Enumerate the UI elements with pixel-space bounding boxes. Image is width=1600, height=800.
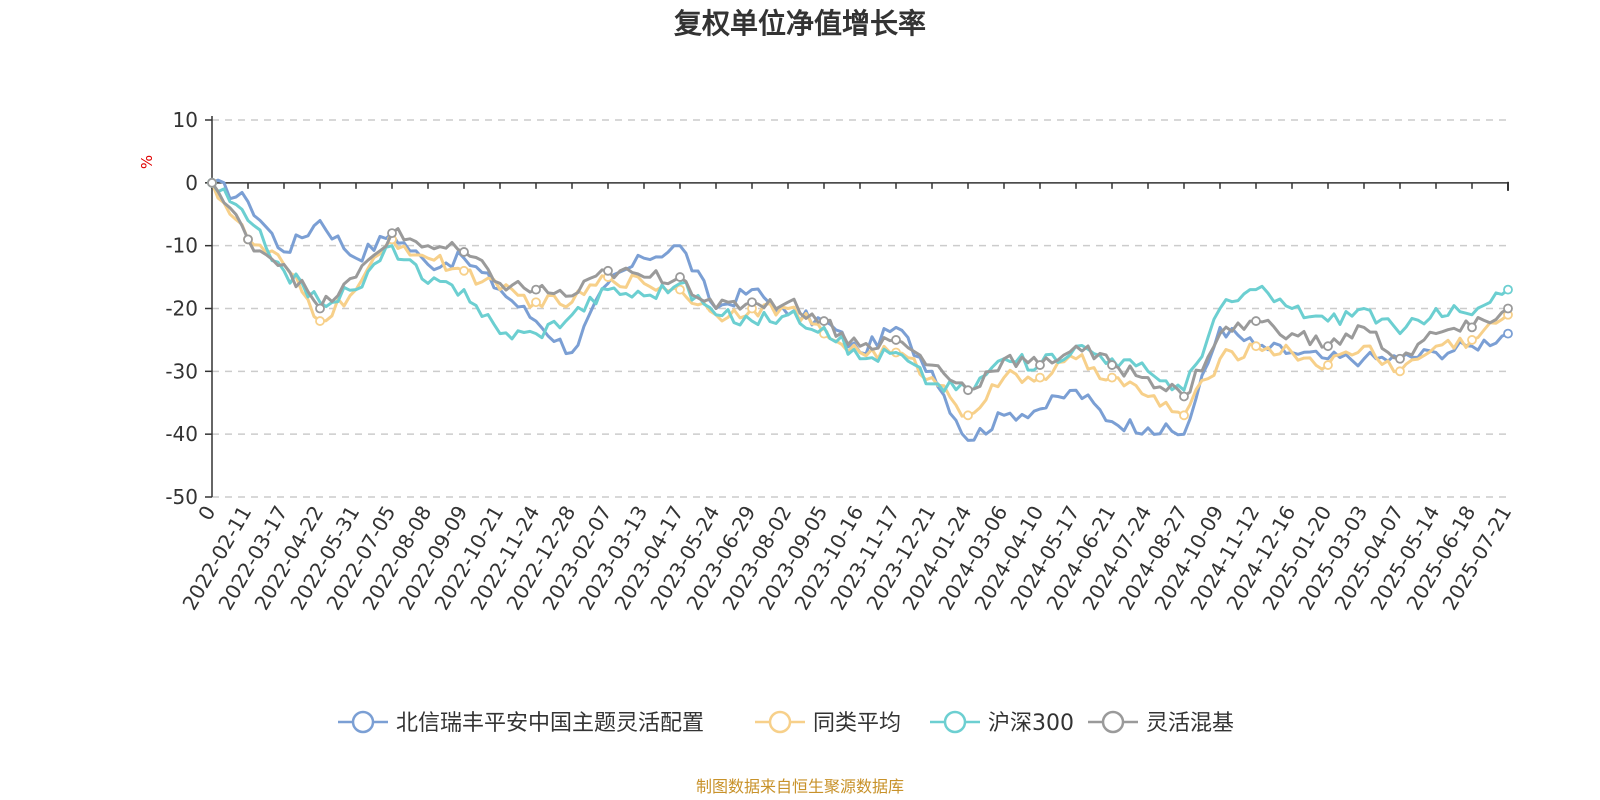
data-point: [1251, 316, 1261, 326]
x-tick-labels: 02022-02-112022-03-172022-04-222022-05-3…: [177, 502, 1516, 615]
data-point: [1035, 372, 1045, 383]
data-point: [1179, 410, 1189, 421]
legend-marker: [351, 710, 375, 734]
data-point: [1503, 328, 1513, 339]
legend-marker: [768, 710, 792, 734]
legend-item[interactable]: 北信瑞丰平安中国主题灵活配置: [338, 710, 704, 736]
data-point: [1467, 335, 1477, 345]
data-point: [207, 177, 217, 188]
data-point: [963, 385, 973, 396]
data-point: [819, 316, 829, 326]
legend-marker: [1101, 710, 1125, 734]
data-point: [531, 297, 541, 308]
data-point: [1107, 360, 1117, 370]
data-point: [243, 234, 253, 245]
chart-title: 复权单位净值增长率: [674, 7, 926, 40]
legend-label: 沪深300: [988, 711, 1074, 736]
y-tick-label: -40: [165, 422, 198, 446]
data-point: [531, 284, 541, 295]
data-point: [459, 265, 469, 276]
data-point: [1503, 303, 1513, 314]
data-point: [675, 284, 685, 295]
data-point: [1395, 353, 1405, 364]
series-line: [210, 182, 1509, 418]
grid: [212, 119, 1508, 498]
data-point: [459, 247, 469, 257]
axes: [205, 116, 1509, 498]
data-point: [1503, 284, 1513, 295]
legend-label: 同类平均: [813, 711, 901, 736]
data-point: [315, 316, 325, 326]
legend-label: 灵活混基: [1146, 711, 1234, 736]
y-tick-label: -20: [165, 297, 198, 321]
data-point: [1179, 391, 1189, 402]
data-point: [891, 335, 901, 345]
legend-item[interactable]: 沪深300: [930, 710, 1074, 736]
y-tick-label: -30: [165, 359, 198, 383]
data-point: [1323, 341, 1333, 352]
series-line: [210, 181, 1509, 398]
data-source-note: 制图数据来自恒生聚源数据库: [696, 777, 904, 796]
data-point: [1323, 360, 1333, 370]
data-point: [747, 297, 757, 308]
y-tick-label: 10: [173, 108, 198, 132]
series-line: [210, 181, 1509, 393]
data-point: [1107, 372, 1117, 383]
y-axis-unit: %: [138, 155, 156, 169]
y-tick-label: 0: [185, 171, 198, 195]
data-point: [315, 303, 325, 314]
y-tick-labels: 10 0 -10 -20 -30 -40 -50: [165, 108, 198, 509]
legend[interactable]: 北信瑞丰平安中国主题灵活配置 同类平均 沪深300 灵活混基: [338, 710, 1234, 736]
data-point: [1035, 360, 1045, 370]
data-point: [963, 410, 973, 421]
data-point: [675, 272, 685, 282]
legend-label: 北信瑞丰平安中国主题灵活配置: [396, 711, 704, 736]
y-tick-label: -50: [165, 485, 198, 509]
legend-item[interactable]: 同类平均: [755, 710, 901, 736]
data-point: [1251, 341, 1261, 352]
legend-item[interactable]: 灵活混基: [1088, 710, 1234, 736]
data-point: [387, 228, 397, 239]
data-point: [603, 265, 613, 276]
series-lines: [207, 177, 1513, 442]
data-point: [1467, 322, 1477, 333]
legend-marker: [943, 710, 967, 734]
y-tick-label: -10: [165, 234, 198, 258]
data-point: [1395, 366, 1405, 377]
series-line: [211, 178, 1509, 442]
